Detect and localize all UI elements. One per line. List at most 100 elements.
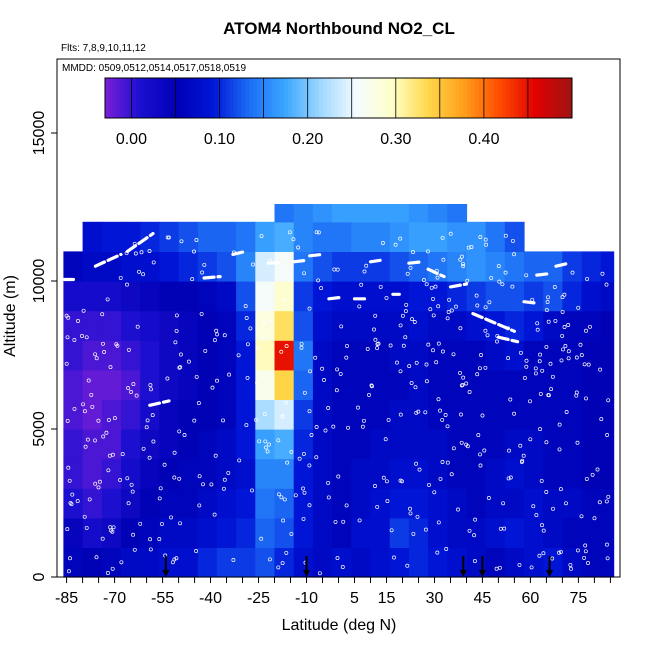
heat-cell <box>63 517 84 548</box>
colorbar-swatch <box>112 78 118 118</box>
colorbar-swatch <box>163 78 168 118</box>
heat-cell <box>504 340 525 371</box>
sample-point <box>231 558 236 562</box>
heat-cell <box>236 399 256 430</box>
heat-cell <box>581 399 602 430</box>
sample-point <box>72 406 77 411</box>
sample-point <box>307 409 312 414</box>
sample-point <box>476 433 481 438</box>
sample-point <box>434 360 439 365</box>
heat-cell <box>178 340 199 371</box>
sample-point <box>165 235 170 240</box>
sample-point <box>570 270 575 275</box>
sample-point <box>431 296 435 301</box>
heat-cell <box>140 310 160 341</box>
sample-point <box>380 241 385 245</box>
sample-point <box>93 352 98 357</box>
sample-point <box>105 297 110 302</box>
sample-point <box>568 562 573 567</box>
sample-point <box>595 467 600 472</box>
sample-point <box>199 311 204 316</box>
heat-cell <box>255 429 276 460</box>
heat-cell <box>274 251 295 282</box>
heat-cell <box>428 281 448 312</box>
sample-point <box>259 234 264 239</box>
heat-cell <box>312 221 333 252</box>
sample-point <box>174 313 179 318</box>
heat-cell <box>101 458 122 489</box>
heat-cell <box>178 251 199 282</box>
sample-point <box>307 503 312 508</box>
colorbar-swatch <box>276 78 281 118</box>
colorbar-swatch <box>439 78 444 118</box>
sample-point <box>544 344 549 349</box>
sample-point <box>283 254 288 259</box>
heat-cell <box>255 281 276 312</box>
sample-point <box>314 230 319 235</box>
heat-cell <box>332 204 352 223</box>
colorbar-swatch <box>225 78 230 118</box>
heat-cell <box>543 310 563 341</box>
heat-cell <box>178 399 199 430</box>
heat-cell <box>216 251 237 282</box>
sample-point <box>583 549 588 554</box>
sample-point <box>373 337 378 342</box>
sample-point <box>90 404 95 409</box>
heat-cell <box>485 221 506 252</box>
flight-track-segments <box>61 232 574 407</box>
sample-point <box>590 472 595 477</box>
heat-cell <box>351 399 372 430</box>
sample-point <box>145 418 150 423</box>
colorbar-swatch <box>517 78 522 118</box>
sample-point <box>600 271 605 276</box>
sample-point <box>384 479 389 484</box>
sample-point <box>425 249 430 254</box>
heat-cell <box>312 281 333 312</box>
x-tick-label: 30 <box>426 590 444 607</box>
heat-cell <box>351 340 372 371</box>
sample-point <box>538 427 543 432</box>
sample-point <box>599 417 604 422</box>
sample-point <box>583 543 588 548</box>
sample-point <box>182 433 187 437</box>
heat-cell <box>101 517 122 548</box>
sample-point <box>299 341 304 346</box>
heat-cell <box>159 429 180 460</box>
heat-cell <box>581 429 602 460</box>
sample-point <box>331 424 336 429</box>
colorbar-tick-label: 0.10 <box>204 131 235 148</box>
sample-point <box>605 433 610 437</box>
sample-point <box>120 452 125 457</box>
colorbar-swatch <box>198 78 203 118</box>
sample-point <box>132 547 137 552</box>
heat-cell <box>274 458 295 489</box>
sample-point <box>436 304 441 309</box>
heat-cell <box>140 281 160 312</box>
x-axis-label: Latitude (deg N) <box>282 617 397 634</box>
colorbar-swatch <box>509 78 515 118</box>
sample-point <box>449 472 454 477</box>
colorbar-swatch <box>155 78 160 118</box>
sample-point <box>80 334 84 338</box>
sample-point <box>388 343 393 348</box>
heat-cell <box>504 429 525 460</box>
colorbar-swatch <box>264 78 269 118</box>
sample-point <box>563 344 568 348</box>
colorbar-swatch <box>533 78 538 118</box>
heat-cell <box>562 399 583 430</box>
sample-point <box>582 555 587 560</box>
sample-point <box>557 447 562 452</box>
sample-point <box>445 316 450 321</box>
sample-point <box>317 571 322 576</box>
heat-cell <box>543 369 563 400</box>
sample-point <box>361 418 366 423</box>
flight-track-segment <box>125 232 155 253</box>
sample-point <box>314 425 319 429</box>
sample-point <box>546 319 551 324</box>
heat-cell <box>370 251 391 282</box>
sample-point <box>84 525 89 530</box>
sample-point <box>107 453 112 458</box>
heat-cell <box>351 547 372 578</box>
flight-track-segment <box>231 249 248 256</box>
sample-point <box>196 401 201 406</box>
